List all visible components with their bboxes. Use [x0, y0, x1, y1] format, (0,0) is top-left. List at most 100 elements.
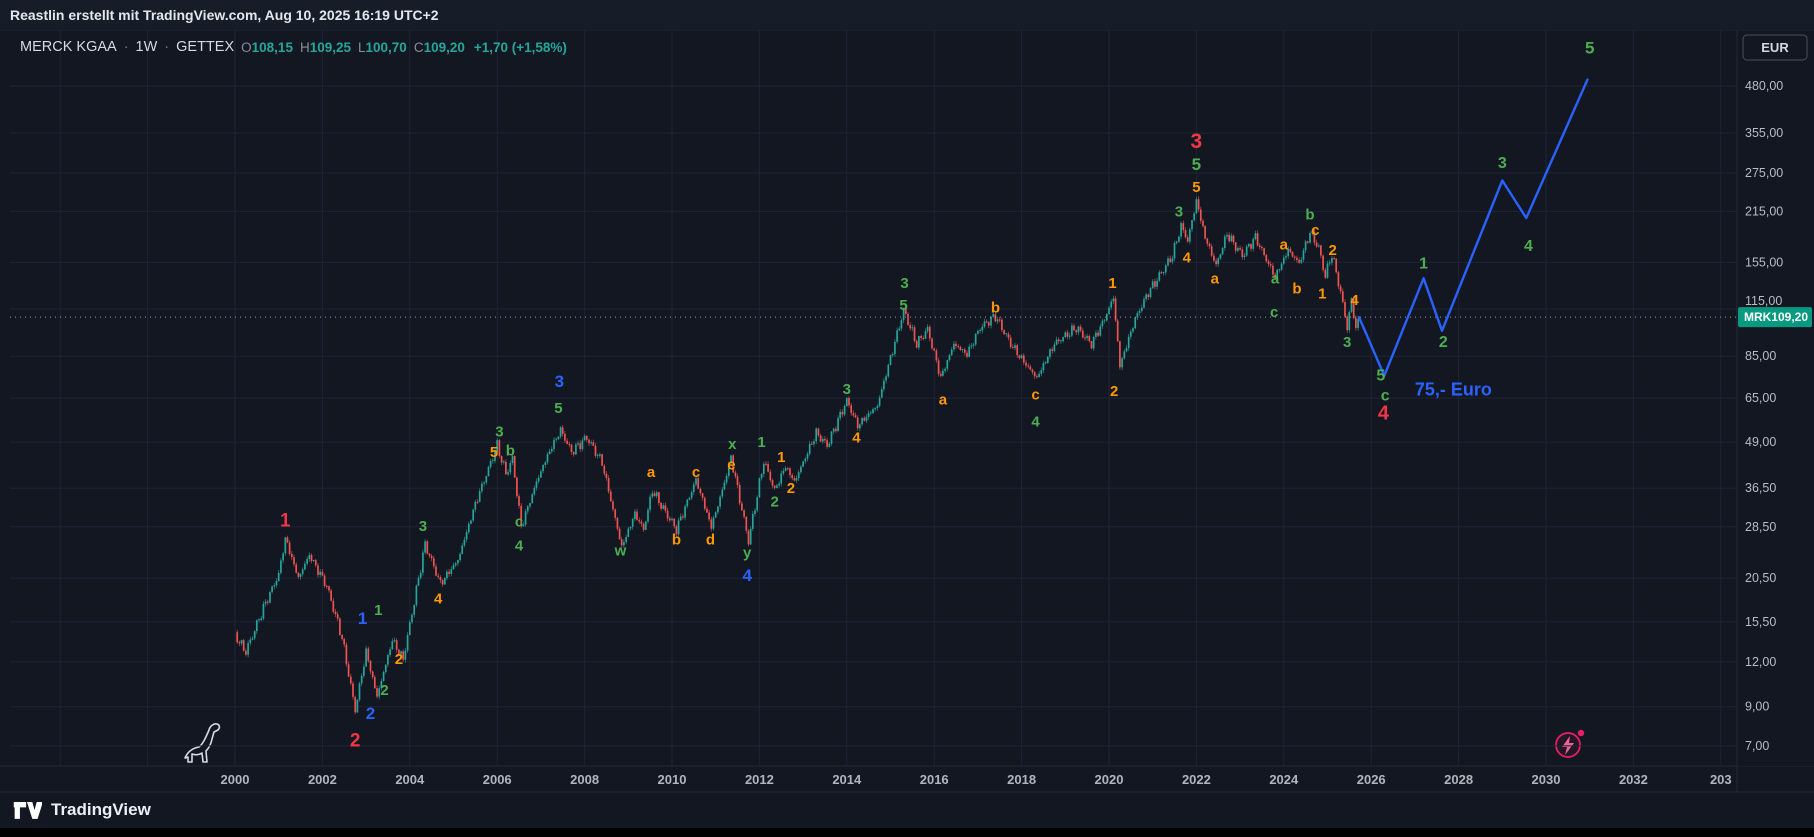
wave-label-a[interactable]: a [647, 464, 656, 481]
price-tick-label: 9,00 [1745, 700, 1769, 714]
wave-label-3[interactable]: 3 [1175, 203, 1183, 220]
price-axis[interactable]: 480,00 355,00 275,00 215,00 155,00 115,00 85,0… [1738, 31, 1814, 766]
wave-label-4[interactable]: 4 [1378, 403, 1390, 425]
wave-label-1[interactable]: 1 [358, 609, 367, 628]
wave-label-e[interactable]: e [727, 456, 735, 473]
wave-label-2[interactable]: 2 [350, 731, 361, 752]
wave-label-x[interactable]: x [728, 436, 737, 453]
symbol-title[interactable]: MERCK KGAA [20, 39, 117, 55]
wave-label-1[interactable]: 1 [757, 434, 765, 451]
wave-label-3[interactable]: 3 [495, 423, 503, 440]
wave-label-3[interactable]: 3 [1498, 155, 1507, 172]
wave-label-c[interactable]: c [1381, 388, 1390, 405]
wave-label-4[interactable]: 4 [1031, 413, 1040, 430]
wave-label-4[interactable]: 4 [852, 430, 861, 447]
wave-label-2[interactable]: 2 [1110, 383, 1118, 400]
time-tick-label: 203 [1710, 772, 1732, 787]
separator: · [164, 39, 170, 55]
ohlc-open-value: 108,15 [251, 39, 293, 55]
price-tick-label: 115,00 [1745, 294, 1782, 308]
wave-label-3[interactable]: 3 [843, 381, 851, 398]
time-tick-label: 2022 [1182, 772, 1211, 787]
wave-label-1[interactable]: 1 [777, 449, 785, 466]
wave-label-4[interactable]: 4 [1183, 250, 1192, 267]
wave-label-c[interactable]: c [1270, 304, 1278, 321]
wave-label-2[interactable]: 2 [380, 682, 388, 699]
wave-label-b[interactable]: b [672, 531, 681, 548]
wave-label-1[interactable]: 1 [1108, 275, 1116, 292]
ohlc-low-key: L [358, 39, 366, 55]
wave-label-5[interactable]: 5 [899, 297, 907, 314]
price-series [236, 196, 1359, 715]
interval-label[interactable]: 1W [135, 39, 158, 55]
wave-label-b[interactable]: b [1292, 281, 1301, 298]
separator: · [123, 39, 129, 55]
price-tick-label: 36,50 [1745, 481, 1776, 495]
wave-label-5[interactable]: 5 [490, 444, 498, 461]
wave-label-3[interactable]: 3 [1343, 334, 1351, 351]
wave-label-3[interactable]: 3 [419, 518, 427, 535]
wave-label-c[interactable]: c [1311, 222, 1319, 239]
chart-legend[interactable]: MERCK KGAA · 1W · GETTEX O 108,15 H 109,… [20, 39, 567, 55]
wave-label-a[interactable]: a [1280, 236, 1289, 253]
price-tick-label: 480,00 [1745, 79, 1783, 93]
wave-label-5[interactable]: 5 [1376, 368, 1385, 385]
wave-label-5[interactable]: 5 [1585, 39, 1594, 58]
wave-label-d[interactable]: d [706, 531, 715, 548]
wave-label-b[interactable]: b [506, 442, 515, 459]
wave-label-2[interactable]: 2 [366, 704, 375, 723]
price-tick-label: 65,00 [1745, 391, 1776, 405]
wave-label-5[interactable]: 5 [1192, 155, 1201, 174]
wave-label-c[interactable]: c [692, 464, 700, 481]
wave-label-c[interactable]: c [515, 513, 523, 530]
wave-label-3[interactable]: 3 [1191, 130, 1203, 153]
time-axis[interactable]: 2000 2002 2004 2006 2008 2010 2012 2014 2016 2018… [221, 772, 1732, 787]
wave-label-2[interactable]: 2 [1329, 242, 1337, 259]
bottom-strip [0, 828, 1814, 837]
wave-label-w[interactable]: w [614, 542, 627, 559]
wave-label-a[interactable]: a [1271, 270, 1280, 287]
time-tick-label: 2000 [221, 772, 250, 787]
dinosaur-sticker-icon[interactable] [184, 723, 221, 763]
wave-label-b[interactable]: b [1305, 206, 1314, 223]
wave-label-2[interactable]: 2 [771, 494, 779, 511]
wave-label-4[interactable]: 4 [1524, 238, 1533, 255]
wave-label-3[interactable]: 3 [900, 275, 908, 292]
price-target-annotation[interactable]: 75,- Euro [1415, 380, 1492, 400]
wave-label-5[interactable]: 5 [1192, 179, 1200, 196]
wave-label-1[interactable]: 1 [1419, 255, 1428, 272]
wave-label-2[interactable]: 2 [395, 651, 403, 668]
ohlc-high: H 109,25 [300, 40, 351, 55]
time-tick-label: 2010 [658, 772, 687, 787]
lightning-icon[interactable] [1555, 729, 1585, 758]
tradingview-brand[interactable]: TradingView [51, 799, 151, 819]
wave-label-4[interactable]: 4 [515, 537, 524, 554]
wave-label-a[interactable]: a [939, 391, 948, 408]
wave-label-3[interactable]: 3 [555, 372, 564, 391]
wave-label-2[interactable]: 2 [1439, 334, 1448, 351]
time-tick-label: 2016 [920, 772, 949, 787]
wave-label-2[interactable]: 2 [787, 480, 795, 497]
wave-label-5[interactable]: 5 [554, 400, 562, 417]
price-tick-label: 215,00 [1745, 204, 1783, 218]
projection-line[interactable] [1357, 78, 1589, 377]
wave-label-1[interactable]: 1 [1318, 286, 1326, 303]
wave-label-a[interactable]: a [1211, 270, 1220, 287]
wave-label-1[interactable]: 1 [374, 602, 382, 619]
wave-label-1[interactable]: 1 [280, 510, 291, 531]
wave-label-4[interactable]: 4 [742, 566, 752, 585]
ohlc-close: C 109,20 [414, 40, 465, 55]
wave-label-4[interactable]: 4 [1350, 292, 1359, 309]
currency-button[interactable]: EUR [1742, 34, 1808, 61]
time-tick-label: 2012 [745, 772, 774, 787]
wave-label-4[interactable]: 4 [434, 591, 443, 608]
tradingview-logo-icon[interactable] [12, 798, 42, 822]
time-tick-label: 2026 [1357, 772, 1386, 787]
wave-label-b[interactable]: b [991, 300, 1000, 317]
exchange-label[interactable]: GETTEX [176, 39, 235, 55]
wave-label-y[interactable]: y [743, 544, 752, 561]
current-price-badge: MRK 109,20 [1738, 307, 1812, 328]
wave-label-c[interactable]: c [1031, 387, 1039, 404]
